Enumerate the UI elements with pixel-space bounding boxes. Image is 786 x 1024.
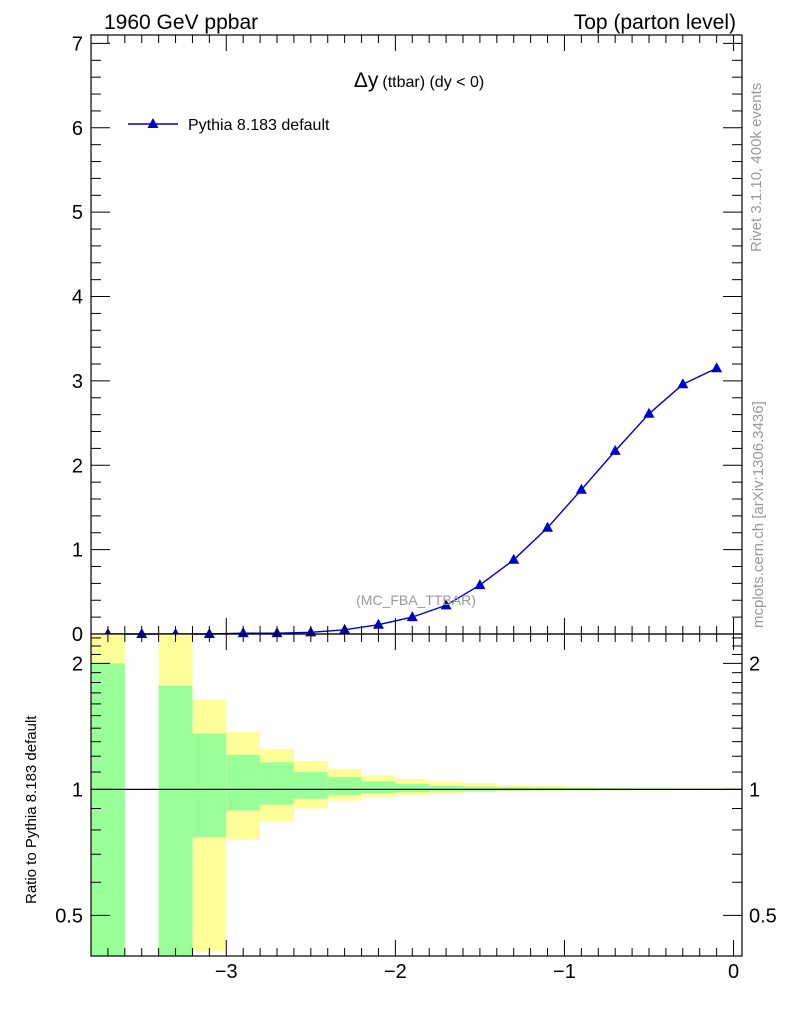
x-tick-label: −2 <box>384 961 407 983</box>
legend: Pythia 8.183 default <box>128 117 330 134</box>
ratio-band-inner <box>327 777 362 795</box>
ratio-y-tick-label: 2 <box>72 653 83 675</box>
chart-title-sub: (ttbar) (dy < 0) <box>382 74 484 91</box>
ratio-bands <box>91 634 734 956</box>
data-point <box>609 444 621 455</box>
ratio-y-tick-label: 0.5 <box>55 905 83 927</box>
main-axis-ticks <box>90 35 742 635</box>
ratio-band-inner <box>226 754 261 811</box>
data-point <box>508 553 520 564</box>
ratio-band-inner <box>293 772 328 799</box>
mcplots-credit-label: mcplots.cern.ch [arXiv:1306.3436] <box>750 401 767 628</box>
ratio-y-axis-label: Ratio to Pythia 8.183 default <box>23 715 40 904</box>
y-tick-label: 7 <box>72 33 83 55</box>
data-point <box>643 407 655 418</box>
ratio-band-inner <box>361 781 396 794</box>
x-tick-label: −3 <box>215 961 238 983</box>
main-panel: 0 1 2 3 4 5 6 7 Δy (ttbar) (dy < 0) Pythia 8.183… <box>72 33 743 646</box>
header-right-label: Top (parton level) <box>574 11 736 34</box>
ratio-band-inner <box>429 785 463 792</box>
data-point <box>711 362 723 373</box>
ratio-axis-ticks <box>90 634 742 957</box>
data-point <box>677 378 689 389</box>
ratio-panel: 0.5 0.5 1 1 2 2 −3 −2 −1 0 Ratio to Pythia 8.183… <box>23 633 777 983</box>
ratio-band-inner <box>260 762 294 805</box>
data-point <box>575 483 587 494</box>
y-tick-label: 0 <box>72 624 83 646</box>
data-point <box>440 599 452 610</box>
y-tick-label: 3 <box>72 371 83 393</box>
data-point <box>372 618 384 629</box>
analysis-watermark: (MC_FBA_TTBAR) <box>356 592 476 608</box>
data-point <box>542 521 554 532</box>
ratio-y-tick-label-right: 0.5 <box>749 905 777 927</box>
ratio-band-inner <box>158 685 193 956</box>
ratio-frame <box>90 633 743 957</box>
legend-marker-triangle-icon <box>147 118 159 128</box>
ratio-band-inner <box>463 786 497 791</box>
y-tick-label: 5 <box>72 202 83 224</box>
y-tick-label: 6 <box>72 118 83 140</box>
ratio-y-tick-label-right: 2 <box>749 653 760 675</box>
data-point <box>474 579 486 590</box>
ratio-band-inner <box>91 663 125 956</box>
rivet-version-label: Rivet 3.1.10, 400k events <box>748 83 765 252</box>
ratio-y-tick-labels: 0.5 0.5 1 1 2 2 <box>55 653 777 927</box>
x-tick-labels: −3 −2 −1 0 <box>215 961 739 983</box>
ratio-band-inner <box>395 783 430 793</box>
y-tick-label: 2 <box>72 455 83 477</box>
ratio-y-tick-label: 1 <box>72 779 83 801</box>
x-tick-label: 0 <box>728 961 739 983</box>
data-point <box>406 611 418 622</box>
chart-title-main: Δy <box>354 69 379 92</box>
ratio-band-inner <box>192 733 227 837</box>
y-tick-label: 1 <box>72 540 83 562</box>
header-left-label: 1960 GeV ppbar <box>104 11 258 34</box>
legend-label: Pythia 8.183 default <box>188 117 330 134</box>
chart-title: Δy (ttbar) (dy < 0) <box>354 69 484 92</box>
main-y-tick-labels: 0 1 2 3 4 5 6 7 <box>72 33 83 646</box>
y-tick-label: 4 <box>72 287 83 309</box>
x-tick-label: −1 <box>553 961 576 983</box>
ratio-y-tick-label-right: 1 <box>749 779 760 801</box>
